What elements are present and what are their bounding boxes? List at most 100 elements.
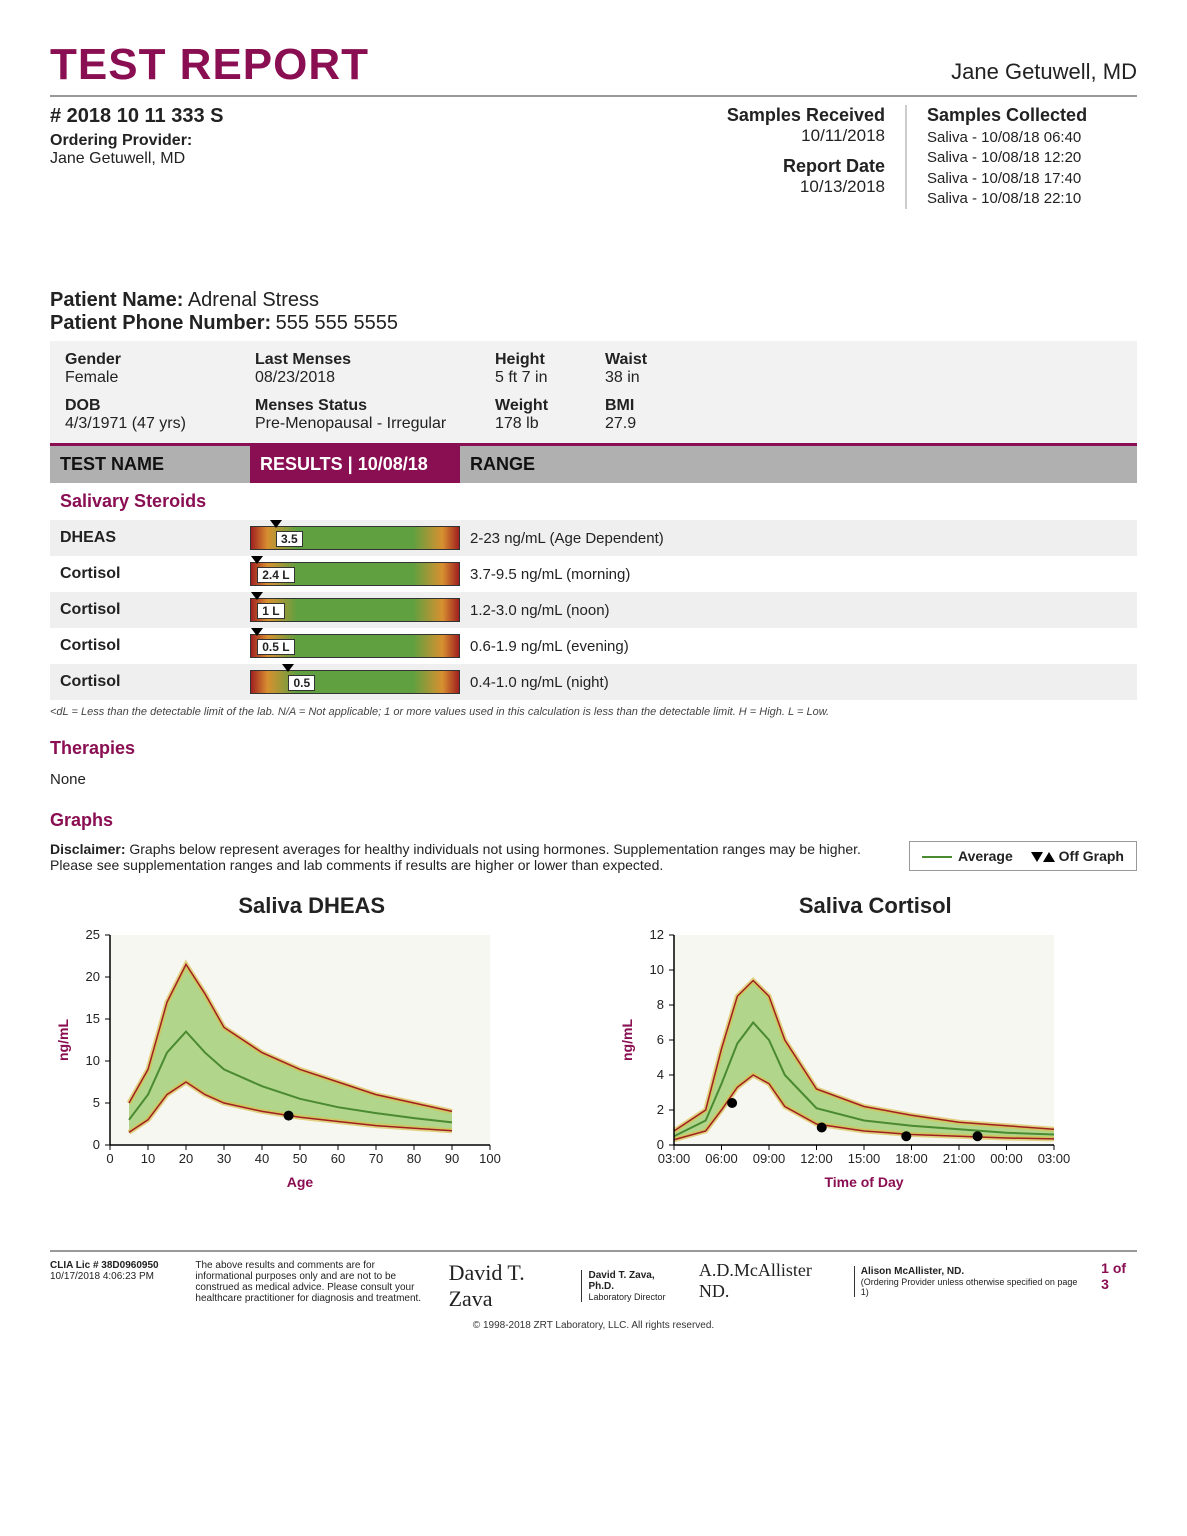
patient-name: Adrenal Stress (188, 289, 319, 311)
result-range: 0.4-1.0 ng/mL (night) (460, 674, 1137, 691)
svg-text:70: 70 (369, 1151, 383, 1166)
result-row: DHEAS 3.5 2-23 ng/mL (Age Dependent) (50, 520, 1137, 556)
sample-entry: Saliva - 10/08/18 06:40 (927, 128, 1137, 148)
meta-row: # 2018 10 11 333 S Ordering Provider: Ja… (50, 105, 1137, 209)
chart2-title: Saliva Cortisol (614, 893, 1138, 919)
legend-line-icon (922, 856, 952, 858)
samples-received-date: 10/11/2018 (707, 126, 885, 146)
result-value: 2.4 L (257, 567, 294, 583)
patient-block: Patient Name: Adrenal Stress Patient Pho… (50, 289, 1137, 335)
samples-collected: Samples Collected Saliva - 10/08/18 06:4… (907, 105, 1137, 209)
svg-text:15:00: 15:00 (847, 1151, 880, 1166)
menses-status-value: Pre-Menopausal - Irregular (255, 415, 485, 433)
result-bar: 0.5 L (250, 634, 460, 658)
svg-text:10: 10 (649, 962, 663, 977)
result-row: Cortisol 0.5 L 0.6-1.9 ng/mL (evening) (50, 628, 1137, 664)
patient-info-grid: GenderFemale Last Menses08/23/2018 Heigh… (50, 341, 1137, 446)
result-range: 3.7-9.5 ng/mL (morning) (460, 566, 1137, 583)
result-range: 2-23 ng/mL (Age Dependent) (460, 530, 1137, 547)
report-date: 10/13/2018 (707, 177, 885, 197)
svg-text:15: 15 (86, 1011, 100, 1026)
table-footnote: <dL = Less than the detectable limit of … (50, 706, 1137, 718)
bmi-value: 27.9 (605, 415, 705, 433)
results-table-header: TEST NAME RESULTS | 10/08/18 RANGE (50, 446, 1137, 483)
graphs-header: Graphs (50, 810, 1137, 831)
waist-value: 38 in (605, 369, 705, 387)
result-value: 3.5 (276, 531, 303, 547)
svg-text:90: 90 (445, 1151, 459, 1166)
result-value: 0.5 (288, 675, 315, 691)
test-name: DHEAS (50, 529, 250, 547)
footer: CLIA Lic # 38D0960950 10/17/2018 4:06:23… (50, 1250, 1137, 1312)
svg-text:ng/mL: ng/mL (55, 1019, 71, 1061)
test-name: Cortisol (50, 565, 250, 583)
gender-value: Female (65, 369, 245, 387)
sample-entry: Saliva - 10/08/18 22:10 (927, 189, 1137, 209)
results-rows: DHEAS 3.5 2-23 ng/mL (Age Dependent) Cortis… (50, 520, 1137, 700)
svg-text:8: 8 (656, 997, 663, 1012)
svg-text:12:00: 12:00 (800, 1151, 833, 1166)
svg-text:21:00: 21:00 (942, 1151, 975, 1166)
waist-label: Waist (605, 351, 705, 369)
svg-text:100: 100 (479, 1151, 501, 1166)
report-title: TEST REPORT (50, 40, 369, 90)
ordering-provider-label: Ordering Provider: (50, 132, 707, 150)
svg-text:18:00: 18:00 (895, 1151, 928, 1166)
triangle-up-icon (1043, 852, 1055, 862)
disclaimer-row: Disclaimer: Graphs below represent avera… (50, 841, 1137, 873)
result-range: 1.2-3.0 ng/mL (noon) (460, 602, 1137, 619)
svg-text:25: 25 (86, 927, 100, 942)
page-number: 1 of 3 (1101, 1260, 1137, 1292)
sample-entry: Saliva - 10/08/18 12:20 (927, 148, 1137, 168)
result-value: 0.5 L (257, 639, 294, 655)
bmi-label: BMI (605, 397, 705, 415)
svg-text:6: 6 (656, 1032, 663, 1047)
ordering-provider-name: Jane Getuwell, MD (50, 150, 707, 168)
svg-text:2: 2 (656, 1102, 663, 1117)
report-date-label: Report Date (707, 156, 885, 177)
svg-text:40: 40 (255, 1151, 269, 1166)
footer-clia: CLIA Lic # 38D0960950 10/17/2018 4:06:23… (50, 1260, 177, 1282)
weight-value: 178 lb (495, 415, 595, 433)
svg-text:50: 50 (293, 1151, 307, 1166)
svg-text:00:00: 00:00 (990, 1151, 1023, 1166)
graphs-disclaimer: Disclaimer: Graphs below represent avera… (50, 841, 889, 873)
test-name: Cortisol (50, 601, 250, 619)
graph-legend-box: Average Off Graph (909, 841, 1137, 871)
result-row: Cortisol 2.4 L 3.7-9.5 ng/mL (morning) (50, 556, 1137, 592)
svg-text:30: 30 (217, 1151, 231, 1166)
footer-disclaimer: The above results and comments are for i… (195, 1260, 430, 1304)
svg-text:20: 20 (179, 1151, 193, 1166)
order-number: # 2018 10 11 333 S (50, 105, 707, 128)
svg-text:12: 12 (649, 927, 663, 942)
svg-text:Age: Age (287, 1174, 314, 1190)
chart1-svg: 05101520250102030405060708090100ng/mLAge (50, 925, 510, 1215)
provider-name-top: Jane Getuwell, MD (951, 59, 1137, 85)
therapies-header: Therapies (50, 738, 1137, 759)
sample-entry: Saliva - 10/08/18 17:40 (927, 169, 1137, 189)
menses-value: 08/23/2018 (255, 369, 485, 387)
result-value: 1 L (257, 603, 284, 619)
height-value: 5 ft 7 in (495, 369, 595, 387)
svg-text:Time of Day: Time of Day (824, 1174, 903, 1190)
svg-text:20: 20 (86, 969, 100, 984)
menses-status-label: Menses Status (255, 397, 485, 415)
dob-label: DOB (65, 397, 245, 415)
svg-text:10: 10 (86, 1053, 100, 1068)
height-label: Height (495, 351, 595, 369)
svg-text:0: 0 (93, 1137, 100, 1152)
result-bar: 2.4 L (250, 562, 460, 586)
header: TEST REPORT Jane Getuwell, MD (50, 40, 1137, 97)
svg-text:09:00: 09:00 (752, 1151, 785, 1166)
patient-phone-label: Patient Phone Number: (50, 312, 271, 334)
test-name: Cortisol (50, 637, 250, 655)
marker-icon (251, 628, 263, 636)
svg-text:10: 10 (141, 1151, 155, 1166)
samples-received-label: Samples Received (707, 105, 885, 126)
result-row: Cortisol 0.5 0.4-1.0 ng/mL (night) (50, 664, 1137, 700)
test-name: Cortisol (50, 673, 250, 691)
patient-phone: 555 555 5555 (276, 312, 398, 334)
col-results: RESULTS | 10/08/18 (250, 446, 460, 483)
result-range: 0.6-1.9 ng/mL (evening) (460, 638, 1137, 655)
signature-1: David T. Zava David T. Zava, Ph.D.Labora… (449, 1260, 681, 1312)
